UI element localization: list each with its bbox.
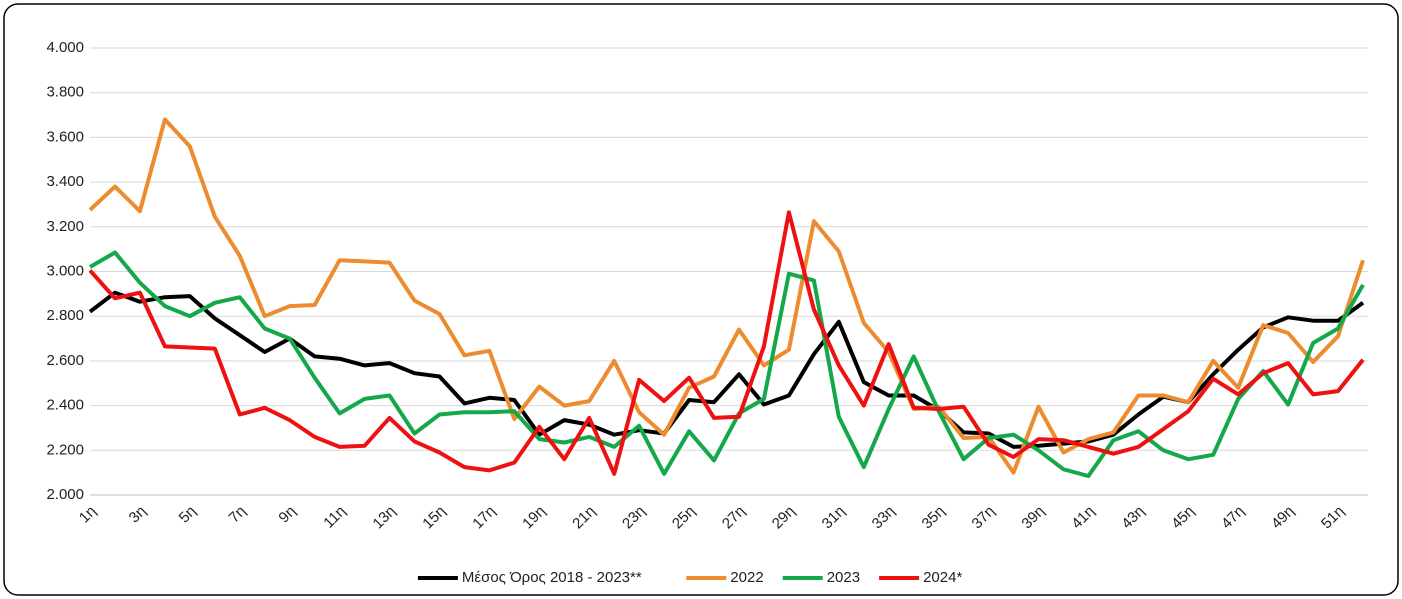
y-tick-label: 2.800 [46,307,84,324]
legend-label: 2023 [827,569,860,586]
y-tick-label: 2.600 [46,352,84,369]
y-tick-label: 2.400 [46,397,84,414]
series-line [88,117,1365,475]
series-line [88,250,1365,478]
y-tick-label: 3.200 [46,218,84,235]
y-tick-label: 2.200 [46,441,84,458]
legend-label: 2024* [923,569,962,586]
y-tick-label: 4.000 [46,39,84,56]
y-tick-label: 3.000 [46,262,84,279]
y-tick-label: 3.600 [46,128,84,145]
y-tick-label: 3.800 [46,84,84,101]
legend-label: Μέσος Όρος 2018 - 2023** [462,569,642,586]
y-tick-label: 2.000 [46,486,84,503]
series-line [88,210,1365,476]
y-tick-label: 3.400 [46,173,84,190]
legend-label: 2022 [730,569,763,586]
series-line [88,290,1365,449]
